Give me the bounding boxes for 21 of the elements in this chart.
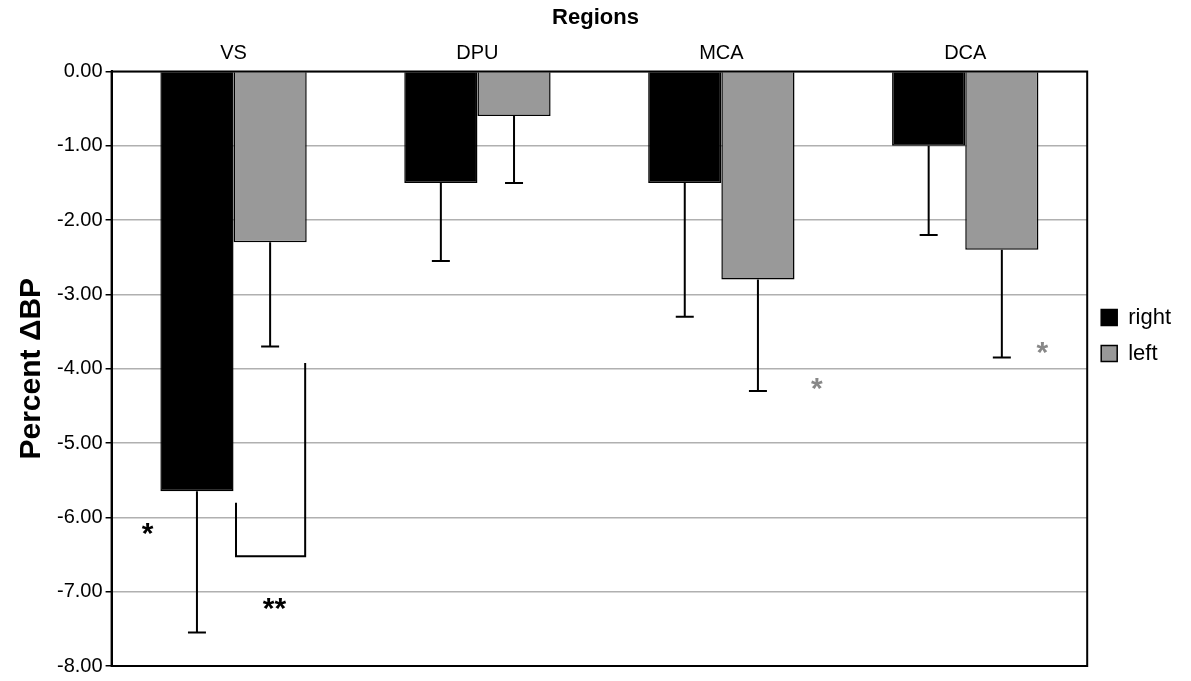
legend-label: right — [1128, 303, 1171, 329]
legend-label: left — [1128, 339, 1158, 365]
y-tick-label: -2.00 — [56, 207, 103, 230]
x-tick-label: DPU — [456, 40, 499, 63]
annotation: * — [141, 516, 154, 550]
annotation: ** — [262, 590, 287, 624]
y-tick-label: -8.00 — [56, 653, 103, 676]
y-tick-label: -6.00 — [56, 504, 103, 527]
y-tick-label: -5.00 — [56, 430, 103, 453]
y-tick-label: 0.00 — [63, 58, 103, 81]
x-tick-label: DCA — [944, 40, 988, 63]
y-axis-title: Percent ΔBP — [13, 277, 47, 460]
x-tick-label: MCA — [699, 40, 745, 63]
y-tick-label: -7.00 — [56, 579, 103, 602]
annotation: * — [1036, 335, 1049, 369]
x-tick-label: VS — [220, 40, 247, 63]
y-tick-label: -3.00 — [56, 281, 103, 304]
y-tick-label: -1.00 — [56, 133, 103, 156]
y-tick-label: -4.00 — [56, 356, 103, 379]
annotation: * — [811, 370, 824, 404]
chart-title: Regions — [552, 4, 639, 30]
